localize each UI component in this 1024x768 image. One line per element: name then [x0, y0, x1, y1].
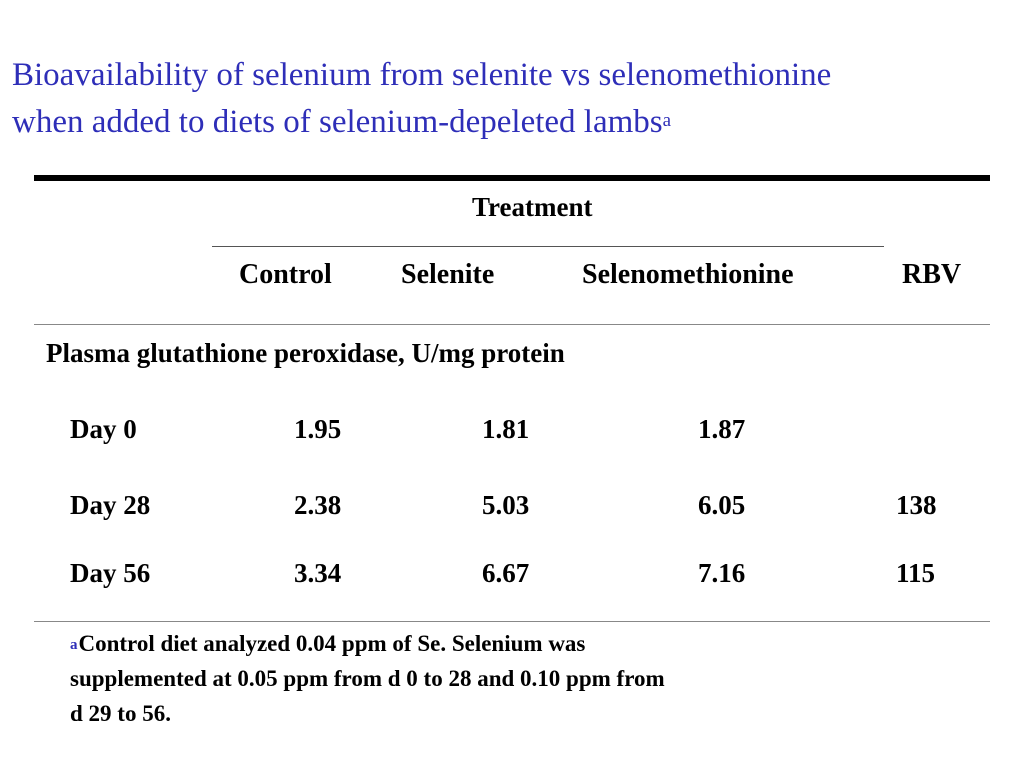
table-bottom-rule	[34, 621, 990, 622]
column-header-control: Control	[239, 259, 332, 290]
cell-day-56-control: 3.34	[294, 558, 342, 588]
column-header-selenite: Selenite	[401, 259, 495, 290]
header-bottom-rule	[34, 324, 990, 325]
footnote: aControl diet analyzed 0.04 ppm of Se. S…	[70, 626, 830, 731]
cell-day-0-selenite: 1.81	[482, 414, 530, 444]
column-header-rbv: RBV	[902, 259, 962, 290]
cell-day-28-rbv: 138	[896, 490, 937, 520]
cell-day-28-selenite: 5.03	[482, 490, 530, 520]
row-label-day-56: Day 56	[70, 558, 151, 588]
row-label-day-0: Day 0	[70, 414, 137, 444]
treatment-header-rule	[212, 246, 884, 247]
title-footnote-marker: a	[662, 110, 672, 131]
cell-day-56-selenite: 6.67	[482, 558, 530, 588]
footnote-line-2: supplemented at 0.05 ppm from d 0 to 28 …	[70, 666, 665, 691]
slide-title: Bioavailability of selenium from selenit…	[12, 52, 1012, 146]
cell-day-28-control: 2.38	[294, 490, 342, 520]
cell-day-56-rbv: 115	[896, 558, 936, 588]
cell-day-56-selenomethionine: 7.16	[698, 558, 746, 588]
cell-day-0-selenomethionine: 1.87	[698, 414, 746, 444]
title-line-1: Bioavailability of selenium from selenit…	[12, 57, 832, 93]
table-top-rule	[34, 175, 990, 181]
cell-day-28-selenomethionine: 6.05	[698, 490, 746, 520]
column-header-selenomethionine: Selenomethionine	[582, 259, 794, 290]
footnote-line-3: d 29 to 56.	[70, 701, 171, 726]
footnote-line-1: Control diet analyzed 0.04 ppm of Se. Se…	[78, 631, 586, 656]
title-line-2: when added to diets of selenium-depelete…	[12, 104, 663, 140]
cell-day-0-control: 1.95	[294, 414, 342, 444]
footnote-marker: a	[70, 637, 78, 653]
section-label: Plasma glutathione peroxidase, U/mg prot…	[46, 338, 565, 368]
treatment-group-header: Treatment	[472, 192, 593, 222]
row-label-day-28: Day 28	[70, 490, 151, 520]
